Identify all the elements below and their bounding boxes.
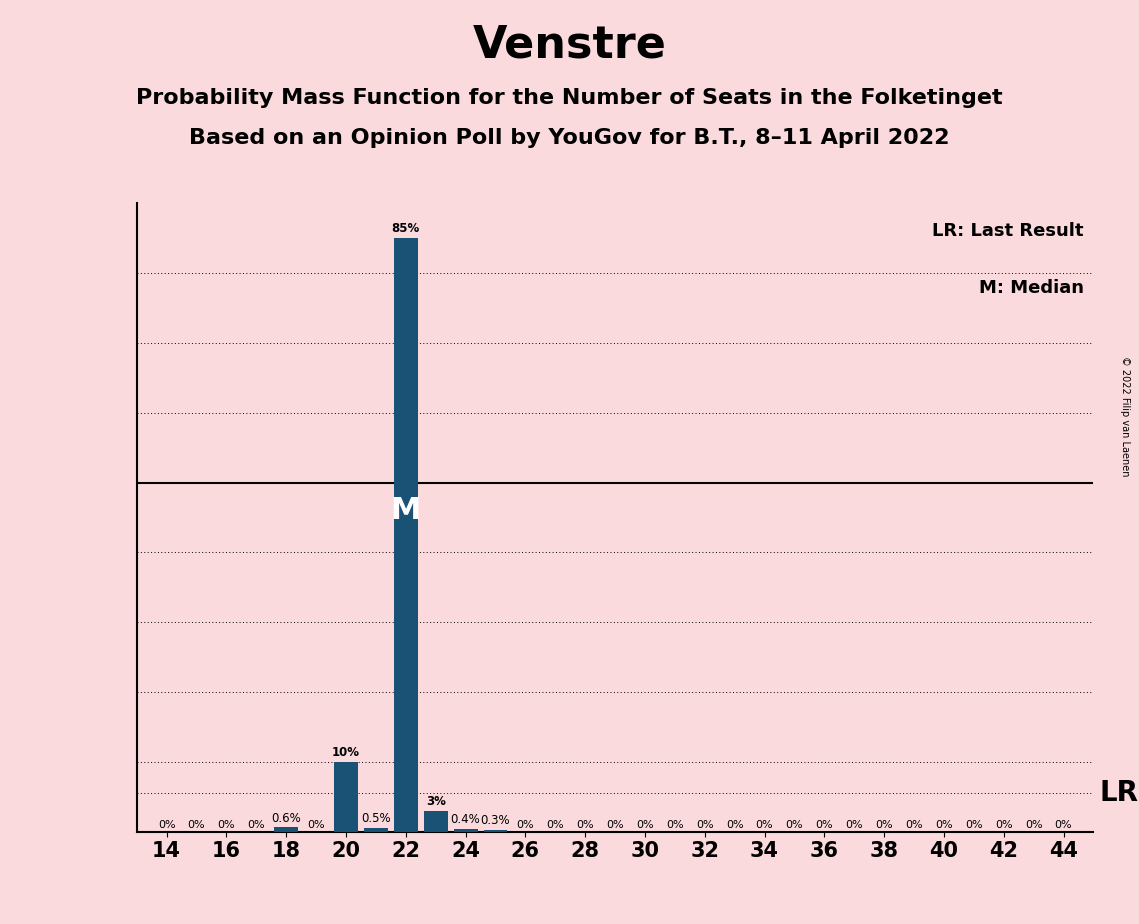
Text: 0%: 0% [666,820,683,830]
Bar [424,810,448,832]
Text: 0%: 0% [606,820,624,830]
Bar [394,238,418,832]
Text: LR: LR [1099,779,1138,808]
Text: 0.4%: 0.4% [451,813,481,826]
Text: 0.6%: 0.6% [271,811,301,824]
Bar [274,827,298,832]
Text: 0%: 0% [756,820,773,830]
Text: 0.3%: 0.3% [481,814,510,827]
Bar [453,829,477,832]
Text: 0%: 0% [308,820,325,830]
Text: M: M [391,496,421,525]
Text: M: Median: M: Median [978,279,1084,297]
Text: 0%: 0% [786,820,803,830]
Bar [364,828,388,832]
Text: Based on an Opinion Poll by YouGov for B.T., 8–11 April 2022: Based on an Opinion Poll by YouGov for B… [189,128,950,148]
Text: Venstre: Venstre [473,23,666,67]
Text: 0%: 0% [906,820,923,830]
Text: 0%: 0% [965,820,983,830]
Text: 0%: 0% [158,820,175,830]
Text: 0%: 0% [1055,820,1072,830]
Text: LR: Last Result: LR: Last Result [933,222,1084,240]
Text: 3%: 3% [426,795,445,808]
Text: 85%: 85% [392,223,420,236]
Text: 0%: 0% [816,820,833,830]
Text: 0%: 0% [576,820,593,830]
Text: 0%: 0% [517,820,534,830]
Text: 0%: 0% [218,820,235,830]
Text: © 2022 Filip van Laenen: © 2022 Filip van Laenen [1120,356,1130,476]
Text: 0%: 0% [1025,820,1042,830]
Bar [334,761,358,832]
Text: 0%: 0% [188,820,205,830]
Text: 0%: 0% [726,820,744,830]
Text: 0%: 0% [995,820,1013,830]
Text: 0%: 0% [547,820,564,830]
Text: 0%: 0% [935,820,952,830]
Text: 0%: 0% [696,820,713,830]
Text: 0%: 0% [637,820,654,830]
Text: 10%: 10% [331,746,360,759]
Text: Probability Mass Function for the Number of Seats in the Folketinget: Probability Mass Function for the Number… [137,88,1002,108]
Text: 0.5%: 0.5% [361,812,391,825]
Text: 0%: 0% [247,820,265,830]
Text: 0%: 0% [876,820,893,830]
Bar [484,830,508,832]
Text: 0%: 0% [845,820,863,830]
